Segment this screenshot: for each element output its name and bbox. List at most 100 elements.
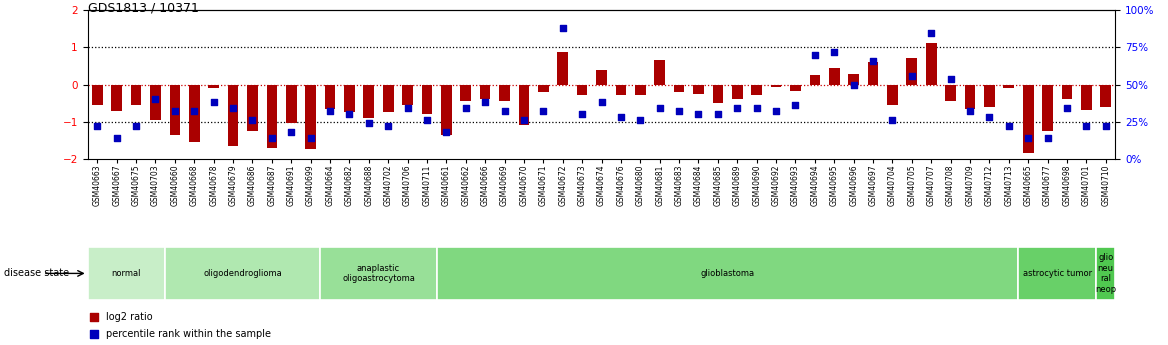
Point bbox=[224, 106, 243, 111]
Point bbox=[88, 123, 106, 129]
Bar bbox=[442, 85, 452, 135]
Bar bbox=[848, 74, 858, 85]
Bar bbox=[92, 85, 103, 105]
Point bbox=[378, 123, 397, 129]
Text: oligodendroglioma: oligodendroglioma bbox=[203, 269, 283, 278]
Point bbox=[572, 111, 591, 117]
Bar bbox=[345, 85, 355, 112]
Point bbox=[612, 115, 631, 120]
Point bbox=[185, 108, 203, 114]
Bar bbox=[325, 85, 335, 109]
Point bbox=[457, 106, 475, 111]
Bar bbox=[460, 85, 471, 101]
Point bbox=[903, 73, 922, 78]
Bar bbox=[266, 85, 277, 148]
Text: percentile rank within the sample: percentile rank within the sample bbox=[106, 329, 271, 339]
Point bbox=[84, 314, 103, 319]
Point bbox=[709, 111, 728, 117]
Text: disease state: disease state bbox=[4, 268, 69, 278]
Bar bbox=[887, 85, 898, 105]
Bar bbox=[437, 247, 1018, 300]
Text: astrocytic tumor: astrocytic tumor bbox=[1023, 269, 1092, 278]
Bar bbox=[809, 75, 820, 85]
Text: log2 ratio: log2 ratio bbox=[106, 312, 153, 322]
Text: anaplastic
oligoastrocytoma: anaplastic oligoastrocytoma bbox=[342, 264, 415, 283]
Point bbox=[340, 111, 359, 117]
Point bbox=[321, 108, 340, 114]
Bar bbox=[169, 85, 180, 135]
Point bbox=[825, 49, 843, 55]
Bar bbox=[965, 85, 975, 109]
Text: GDS1813 / 10371: GDS1813 / 10371 bbox=[88, 2, 199, 15]
Point bbox=[689, 111, 708, 117]
Point bbox=[941, 76, 960, 81]
Point bbox=[786, 102, 805, 108]
Point bbox=[728, 106, 746, 111]
Bar bbox=[751, 85, 762, 95]
Bar bbox=[422, 85, 432, 114]
Point bbox=[166, 108, 185, 114]
Bar bbox=[305, 85, 317, 149]
Bar bbox=[654, 60, 665, 85]
Bar bbox=[693, 85, 704, 94]
Bar bbox=[111, 85, 121, 111]
Bar bbox=[616, 85, 626, 95]
Bar bbox=[165, 247, 320, 300]
Point bbox=[592, 100, 611, 105]
Text: normal: normal bbox=[112, 269, 141, 278]
Bar bbox=[868, 61, 878, 85]
Bar bbox=[906, 58, 917, 85]
Point bbox=[127, 123, 146, 129]
Point bbox=[418, 117, 437, 123]
Bar bbox=[1096, 247, 1115, 300]
Point bbox=[475, 100, 494, 105]
Bar bbox=[480, 85, 491, 99]
Bar bbox=[131, 85, 141, 105]
Point bbox=[922, 30, 940, 35]
Point bbox=[301, 135, 320, 141]
Bar bbox=[829, 68, 840, 85]
Bar bbox=[577, 85, 588, 95]
Bar bbox=[189, 85, 200, 142]
Bar bbox=[286, 85, 297, 124]
Point bbox=[554, 26, 572, 31]
Point bbox=[1077, 123, 1096, 129]
Bar bbox=[596, 70, 607, 85]
Bar bbox=[1042, 85, 1052, 131]
Bar bbox=[945, 85, 955, 101]
Text: glioblastoma: glioblastoma bbox=[701, 269, 755, 278]
Bar bbox=[926, 43, 937, 85]
Point bbox=[107, 135, 126, 141]
Point bbox=[883, 117, 902, 123]
Point bbox=[263, 135, 281, 141]
Point bbox=[84, 331, 103, 337]
Bar bbox=[1062, 85, 1072, 99]
Point bbox=[1000, 123, 1018, 129]
Bar bbox=[519, 85, 529, 125]
Point bbox=[766, 108, 785, 114]
Bar bbox=[151, 85, 161, 120]
Bar bbox=[88, 247, 165, 300]
Point bbox=[243, 117, 262, 123]
Bar bbox=[402, 85, 413, 105]
Bar bbox=[985, 85, 995, 107]
Point bbox=[960, 108, 979, 114]
Point bbox=[146, 97, 165, 102]
Point bbox=[281, 129, 300, 135]
Point bbox=[1038, 135, 1057, 141]
Point bbox=[844, 82, 863, 87]
Bar bbox=[538, 85, 549, 92]
Bar bbox=[248, 85, 258, 131]
Bar bbox=[1023, 85, 1034, 153]
Bar bbox=[1082, 85, 1092, 110]
Point bbox=[748, 106, 766, 111]
Point bbox=[534, 108, 552, 114]
Bar bbox=[674, 85, 684, 92]
Bar bbox=[383, 85, 394, 112]
Point bbox=[1057, 106, 1076, 111]
Text: glio
neu
ral
neop: glio neu ral neop bbox=[1096, 253, 1117, 294]
Point bbox=[980, 115, 999, 120]
Point bbox=[1097, 123, 1115, 129]
Bar bbox=[1003, 85, 1014, 88]
Point bbox=[398, 106, 417, 111]
